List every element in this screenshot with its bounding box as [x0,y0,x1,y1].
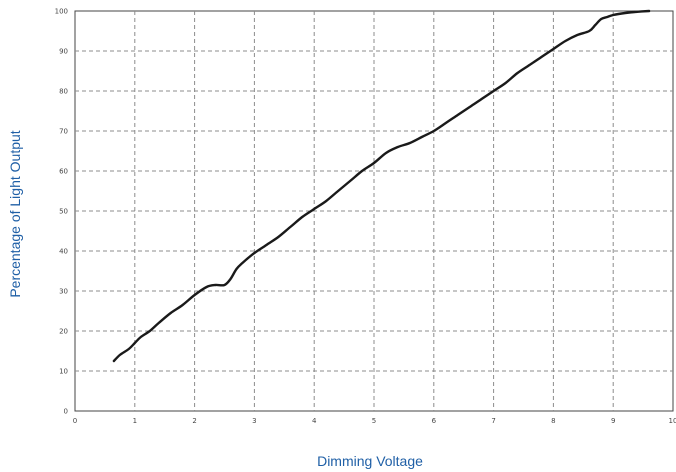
x-axis-title: Dimming Voltage [317,453,423,469]
series-group [112,9,651,363]
x-tick-labels: 0 1 2 3 4 5 6 7 8 9 10 [73,417,676,425]
y-tick-label: 80 [59,88,68,96]
x-tick-label: 0 [73,417,77,425]
y-tick-label: 100 [55,8,68,16]
x-tick-label: 5 [372,417,376,425]
x-tick-label: 10 [669,417,676,425]
y-tick-label: 70 [59,128,68,136]
series-line [112,9,651,363]
y-tick-label: 0 [64,408,68,416]
y-tick-label: 10 [59,368,68,376]
x-tick-label: 1 [133,417,137,425]
y-axis-title: Percentage of Light Output [7,130,23,297]
x-tick-label: 6 [432,417,437,425]
y-tick-label: 60 [59,168,68,176]
y-tick-label: 30 [59,288,68,296]
x-tick-label: 8 [551,417,555,425]
y-tick-label: 50 [59,208,68,216]
x-tick-label: 2 [192,417,196,425]
y-tick-label: 90 [59,48,68,56]
y-tick-labels: 0 10 20 30 40 50 60 70 80 90 100 [55,8,68,416]
x-tick-label: 4 [312,417,317,425]
y-tick-label: 20 [59,328,68,336]
y-tick-label: 40 [59,248,68,256]
grid-lines [75,11,673,411]
x-tick-label: 3 [252,417,256,425]
x-tick-label: 7 [491,417,495,425]
x-tick-label: 9 [611,417,615,425]
